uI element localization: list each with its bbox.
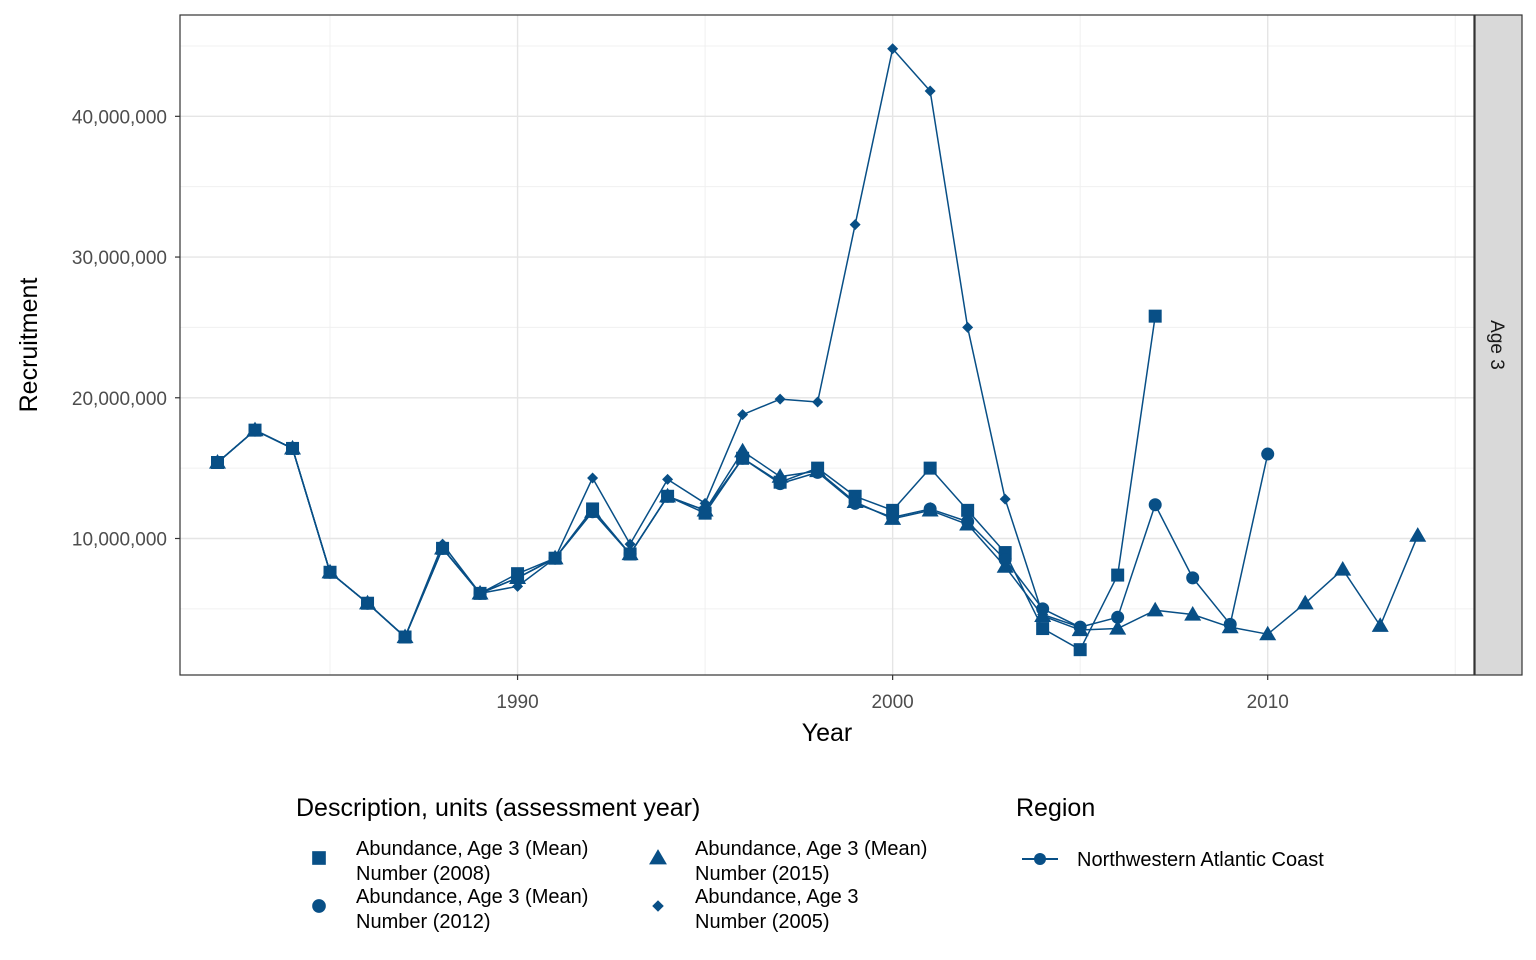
data-point — [324, 566, 336, 578]
legend-item-square: Abundance, Age 3 (Mean) Number (2008) — [312, 838, 588, 885]
data-point — [809, 462, 827, 478]
facet-strip-label: Age 3 — [1486, 320, 1507, 370]
data-point — [696, 501, 714, 517]
data-point — [624, 538, 636, 550]
data-point — [1111, 568, 1125, 582]
legend-item-label-line2: Number (2015) — [695, 863, 830, 885]
series-layer — [209, 43, 1427, 657]
data-point — [437, 538, 449, 550]
data-point — [249, 424, 261, 436]
data-point — [549, 552, 561, 564]
legend-item-circle: Abundance, Age 3 (Mean) Number (2012) — [312, 886, 588, 933]
data-point — [1036, 622, 1050, 636]
series-points-diamond — [212, 43, 1086, 643]
series-points-triangle — [209, 421, 1427, 644]
grid-lines — [180, 15, 1474, 675]
data-point — [474, 587, 486, 599]
data-point — [659, 487, 677, 503]
legend-item-label-line1: Abundance, Age 3 (Mean) — [695, 838, 927, 860]
data-point — [1073, 643, 1087, 657]
data-point — [771, 468, 789, 483]
legend-description-title: Description, units (assessment year) — [296, 794, 700, 822]
data-point — [924, 85, 936, 97]
x-axis-ticks: 1990 2000 2010 — [496, 675, 1289, 713]
data-point — [584, 503, 602, 518]
y-axis-ticks: 10,000,000 20,000,000 30,000,000 40,000,000 — [72, 107, 180, 550]
y-axis-title: Recruitment — [15, 278, 43, 413]
data-point — [737, 409, 749, 421]
legend-item-triangle: Abundance, Age 3 (Mean) Number (2015) — [649, 838, 927, 885]
data-point — [1037, 608, 1049, 620]
legend-item-label-line2: Number (2005) — [695, 911, 830, 933]
data-point — [884, 510, 902, 525]
legend-region-label: Northwestern Atlantic Coast — [1077, 849, 1324, 871]
data-point — [996, 558, 1014, 573]
legend-item-label-line1: Abundance, Age 3 — [695, 886, 858, 908]
y-tick-label: 20,000,000 — [72, 389, 167, 410]
data-point — [1146, 601, 1164, 617]
data-point — [887, 43, 899, 55]
data-point — [921, 501, 939, 517]
data-point — [399, 631, 411, 643]
x-tick-label: 2000 — [871, 692, 913, 713]
data-point — [1259, 625, 1277, 641]
legend-region-point — [1034, 853, 1046, 865]
legend-key-circle — [312, 899, 326, 913]
legend-description-items: Abundance, Age 3 (Mean)Number (2008)Abun… — [312, 838, 927, 933]
data-point — [212, 457, 224, 469]
data-point — [959, 515, 977, 531]
legend-item-diamond: Abundance, Age 3 Number (2005) — [652, 886, 858, 933]
data-point — [1334, 560, 1352, 576]
legend-key-triangle — [649, 849, 667, 865]
data-point — [512, 580, 524, 592]
data-point — [1148, 309, 1162, 323]
y-tick-label: 10,000,000 — [72, 529, 167, 550]
data-point — [1186, 571, 1200, 585]
x-axis-title: Year — [802, 719, 853, 747]
plot-panel-border — [179, 14, 1475, 676]
data-point — [1074, 621, 1086, 633]
data-point — [1261, 447, 1275, 461]
data-point — [1221, 618, 1239, 634]
legend-key-diamond — [652, 900, 664, 912]
data-point — [962, 321, 974, 333]
data-point — [846, 493, 864, 509]
data-point — [287, 442, 299, 454]
data-point — [699, 497, 711, 509]
data-point — [509, 569, 527, 585]
data-point — [999, 493, 1011, 505]
data-point — [849, 219, 861, 231]
legend-item-label-line2: Number (2012) — [356, 911, 491, 933]
data-point — [961, 503, 975, 517]
x-tick-label: 2010 — [1247, 692, 1289, 713]
data-point — [734, 442, 752, 458]
data-point — [1111, 610, 1125, 624]
legend-region: Region Northwestern Atlantic Coast — [1016, 794, 1324, 871]
y-tick-label: 30,000,000 — [72, 248, 167, 269]
x-tick-label: 1990 — [496, 692, 538, 713]
data-point — [1409, 527, 1427, 542]
legend-region-title: Region — [1016, 794, 1095, 822]
data-point — [1371, 617, 1389, 632]
data-point — [1296, 594, 1314, 610]
data-point — [621, 545, 639, 561]
data-point — [774, 393, 786, 405]
data-point — [923, 461, 937, 475]
legend-item-label-line1: Abundance, Age 3 (Mean) — [356, 886, 588, 908]
data-point — [1148, 498, 1162, 512]
data-point — [1184, 605, 1202, 621]
data-point — [812, 396, 824, 408]
data-point — [587, 472, 599, 484]
y-tick-label: 40,000,000 — [72, 107, 167, 128]
legend-key-square — [312, 851, 326, 865]
facet-strip — [1474, 14, 1523, 676]
legend-item-label-line2: Number (2008) — [356, 863, 491, 885]
legend-item-label-line1: Abundance, Age 3 (Mean) — [356, 838, 588, 860]
plot-panel-background — [180, 15, 1474, 675]
data-point — [1109, 620, 1127, 635]
data-point — [662, 473, 674, 485]
data-point — [362, 597, 374, 609]
legend-description: Description, units (assessment year) Abu… — [296, 794, 927, 933]
